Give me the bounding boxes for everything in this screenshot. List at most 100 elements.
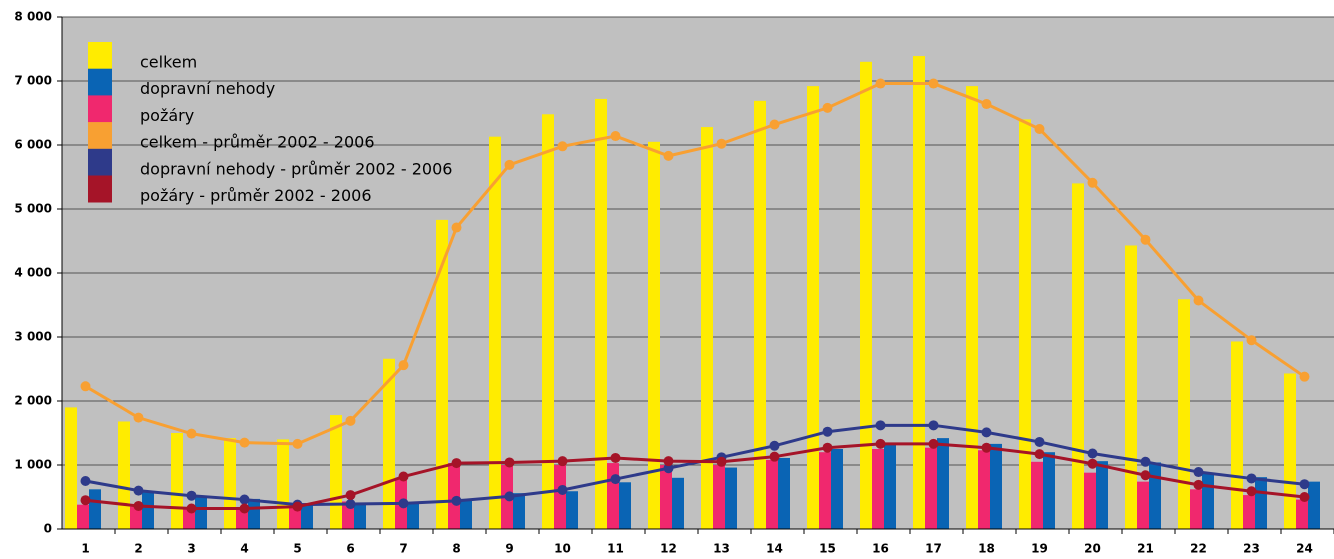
bar xyxy=(407,502,419,529)
marker xyxy=(769,440,780,451)
legend-swatch xyxy=(88,175,112,203)
marker xyxy=(981,427,992,438)
marker xyxy=(1034,449,1045,460)
marker xyxy=(186,428,197,439)
marker xyxy=(981,99,992,110)
x-tick-label: 13 xyxy=(713,542,730,556)
marker xyxy=(398,471,409,482)
bar xyxy=(831,449,843,529)
x-tick-label: 23 xyxy=(1243,542,1260,556)
bar xyxy=(1084,472,1096,529)
bar xyxy=(1043,452,1055,529)
marker xyxy=(292,438,303,449)
bar xyxy=(607,463,619,529)
bar xyxy=(619,482,631,529)
bar xyxy=(925,447,937,529)
y-tick-label: 8 000 xyxy=(14,10,52,24)
bar xyxy=(542,114,554,529)
bar xyxy=(872,449,884,529)
marker xyxy=(398,498,409,509)
bar xyxy=(554,465,566,529)
bar xyxy=(354,504,366,529)
bar xyxy=(236,508,248,529)
bar xyxy=(118,421,130,529)
marker xyxy=(822,442,833,453)
marker xyxy=(1193,467,1204,478)
x-tick-label: 18 xyxy=(978,542,995,556)
bar xyxy=(978,450,990,529)
bar xyxy=(1125,245,1137,530)
bar xyxy=(672,477,684,529)
bar xyxy=(1072,183,1084,529)
marker xyxy=(1246,473,1257,484)
bar xyxy=(460,498,472,529)
marker xyxy=(1299,492,1310,502)
marker xyxy=(1087,177,1098,188)
marker xyxy=(239,494,250,505)
bar xyxy=(990,443,1002,529)
bar xyxy=(1308,481,1320,529)
marker xyxy=(1087,458,1098,469)
x-tick-label: 3 xyxy=(187,542,195,556)
x-tick-label: 19 xyxy=(1031,542,1048,556)
marker xyxy=(769,119,780,130)
marker xyxy=(1299,371,1310,382)
x-tick-label: 7 xyxy=(399,542,407,556)
y-tick-label: 0 xyxy=(44,522,52,536)
bar xyxy=(1137,481,1149,529)
legend-swatch xyxy=(88,122,112,150)
x-tick-label: 1 xyxy=(81,542,89,556)
marker xyxy=(398,360,409,371)
marker xyxy=(875,438,886,449)
bar xyxy=(1202,473,1214,529)
marker xyxy=(133,500,144,511)
bar xyxy=(648,141,660,530)
marker xyxy=(875,78,886,89)
marker xyxy=(345,415,356,426)
bar xyxy=(807,86,819,530)
bar xyxy=(595,98,607,530)
legend-label: dopravní nehody xyxy=(140,79,275,98)
legend-label: celkem xyxy=(140,53,197,72)
y-tick-label: 7 000 xyxy=(14,74,52,88)
bar xyxy=(566,491,578,529)
marker xyxy=(716,456,727,467)
marker xyxy=(610,452,621,463)
x-tick-label: 12 xyxy=(660,542,677,556)
bar xyxy=(660,465,672,529)
bar xyxy=(171,433,183,529)
bar xyxy=(860,61,872,530)
marker xyxy=(1246,486,1257,497)
marker xyxy=(504,491,515,502)
legend-label: požáry xyxy=(140,106,194,125)
marker xyxy=(239,437,250,448)
x-tick-label: 24 xyxy=(1296,542,1313,556)
marker xyxy=(133,412,144,423)
bar xyxy=(725,467,737,529)
bar xyxy=(448,463,460,529)
bar xyxy=(766,459,778,529)
bar xyxy=(1190,489,1202,529)
bar xyxy=(142,491,154,529)
x-tick-label: 20 xyxy=(1084,542,1101,556)
bar xyxy=(701,127,713,529)
marker xyxy=(769,451,780,462)
bar xyxy=(937,438,949,529)
marker xyxy=(1034,436,1045,447)
legend-swatch xyxy=(88,95,112,123)
marker xyxy=(981,442,992,453)
bar xyxy=(195,495,207,529)
x-tick-label: 14 xyxy=(766,542,783,556)
marker xyxy=(345,499,356,510)
marker xyxy=(1193,479,1204,490)
y-tick-label: 1 000 xyxy=(14,458,52,472)
marker xyxy=(186,490,197,501)
bar xyxy=(754,100,766,529)
marker xyxy=(822,426,833,437)
bar xyxy=(1096,461,1108,529)
line xyxy=(84,82,1306,446)
x-tick-label: 10 xyxy=(554,542,571,556)
bar xyxy=(1296,499,1308,529)
bar xyxy=(966,86,978,530)
marker xyxy=(1087,448,1098,459)
